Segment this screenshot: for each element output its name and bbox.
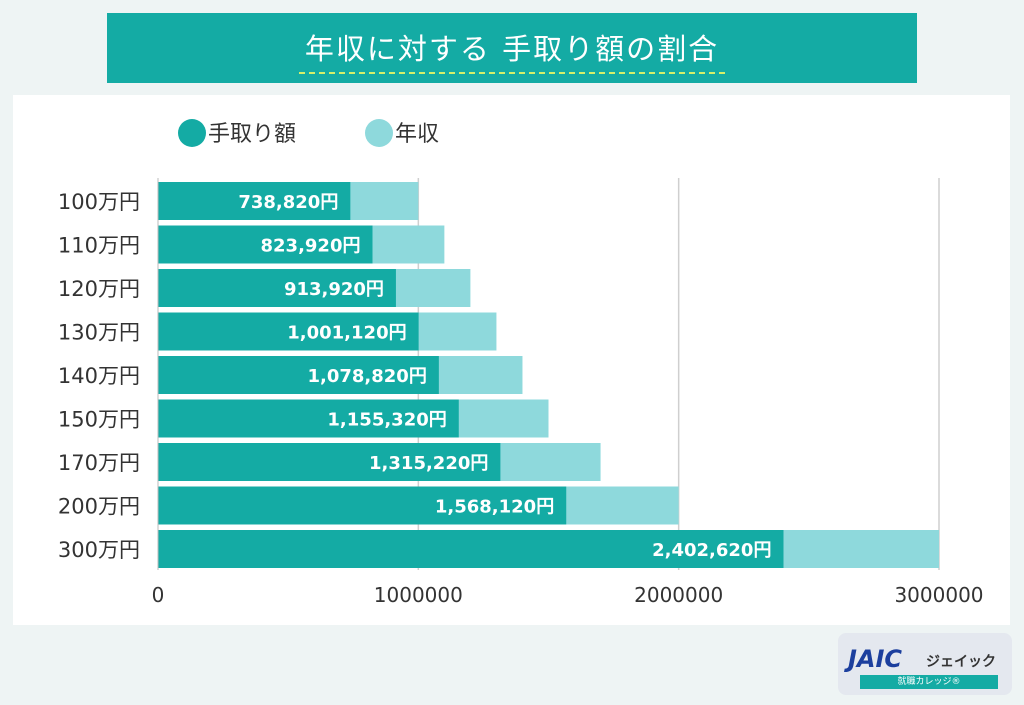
data-label: 913,920円: [284, 279, 384, 300]
data-label: 1,155,320円: [327, 410, 446, 431]
data-label: 1,078,820円: [307, 366, 426, 387]
bar-take-home: [158, 530, 784, 568]
bar-take-home: [158, 269, 396, 307]
y-tick-label: 170万円: [58, 451, 140, 475]
y-tick-label: 150万円: [58, 408, 140, 432]
bar-take-home: [158, 443, 501, 481]
data-label: 1,315,220円: [369, 453, 488, 474]
y-tick-label: 200万円: [58, 495, 140, 519]
y-tick-label: 130万円: [58, 321, 140, 345]
logo-sub: 就職カレッジ®: [860, 675, 998, 689]
bar-take-home: [158, 182, 351, 220]
y-tick-label: 120万円: [58, 277, 140, 301]
chart-title: 年収に対する 手取り額の割合: [298, 26, 726, 74]
legend-marker: [178, 119, 206, 147]
bar-take-home: [158, 356, 439, 394]
legend-marker: [365, 119, 393, 147]
y-tick-label: 300万円: [58, 538, 140, 562]
legend-label: 手取り額: [208, 122, 296, 147]
data-label: 2,402,620円: [652, 540, 771, 561]
data-label: 823,920円: [261, 236, 361, 257]
y-tick-label: 110万円: [58, 234, 140, 258]
legend-label: 年収: [395, 122, 439, 147]
y-tick-label: 140万円: [58, 364, 140, 388]
x-tick-label: 2000000: [634, 583, 723, 607]
x-tick-label: 1000000: [374, 583, 463, 607]
data-label: 1,568,120円: [435, 497, 554, 518]
logo-kana: ジェイック: [926, 654, 996, 670]
x-tick-label: 0: [152, 583, 165, 607]
bar-take-home: [158, 399, 459, 438]
title-banner: 年収に対する 手取り額の割合: [107, 13, 917, 83]
bar-take-home: [158, 486, 567, 525]
bar-take-home: [158, 225, 373, 264]
data-label: 738,820円: [238, 192, 338, 213]
jaic-logo: JAIC ジェイック 就職カレッジ®: [838, 633, 1012, 695]
data-label: 1,001,120円: [287, 323, 406, 344]
x-tick-label: 3000000: [894, 583, 983, 607]
y-tick-label: 100万円: [58, 190, 140, 214]
bar-take-home: [158, 312, 419, 351]
logo-brand: JAIC: [848, 645, 903, 673]
